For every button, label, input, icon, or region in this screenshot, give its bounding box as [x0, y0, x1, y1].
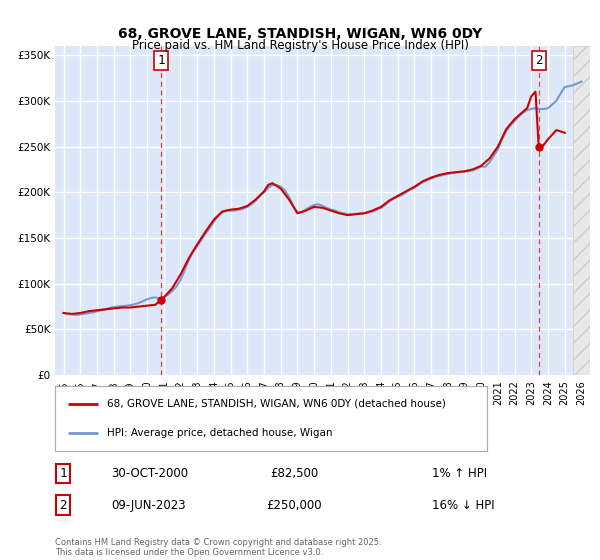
Text: £250,000: £250,000	[266, 498, 322, 512]
Text: 1% ↑ HPI: 1% ↑ HPI	[432, 466, 487, 480]
Text: £82,500: £82,500	[270, 466, 318, 480]
Text: 1: 1	[59, 466, 67, 480]
Text: 09-JUN-2023: 09-JUN-2023	[111, 498, 185, 512]
Text: Contains HM Land Registry data © Crown copyright and database right 2025.
This d: Contains HM Land Registry data © Crown c…	[55, 538, 382, 557]
Text: HPI: Average price, detached house, Wigan: HPI: Average price, detached house, Wiga…	[107, 428, 332, 438]
Text: 30-OCT-2000: 30-OCT-2000	[111, 466, 188, 480]
Text: 2: 2	[59, 498, 67, 512]
Bar	[573, 46, 590, 375]
Text: 68, GROVE LANE, STANDISH, WIGAN, WN6 0DY: 68, GROVE LANE, STANDISH, WIGAN, WN6 0DY	[118, 27, 482, 41]
Text: 68, GROVE LANE, STANDISH, WIGAN, WN6 0DY (detached house): 68, GROVE LANE, STANDISH, WIGAN, WN6 0DY…	[107, 399, 446, 409]
Text: 2: 2	[535, 54, 542, 67]
Text: 16% ↓ HPI: 16% ↓ HPI	[432, 498, 494, 512]
Text: Price paid vs. HM Land Registry's House Price Index (HPI): Price paid vs. HM Land Registry's House …	[131, 39, 469, 52]
Text: 1: 1	[157, 54, 165, 67]
